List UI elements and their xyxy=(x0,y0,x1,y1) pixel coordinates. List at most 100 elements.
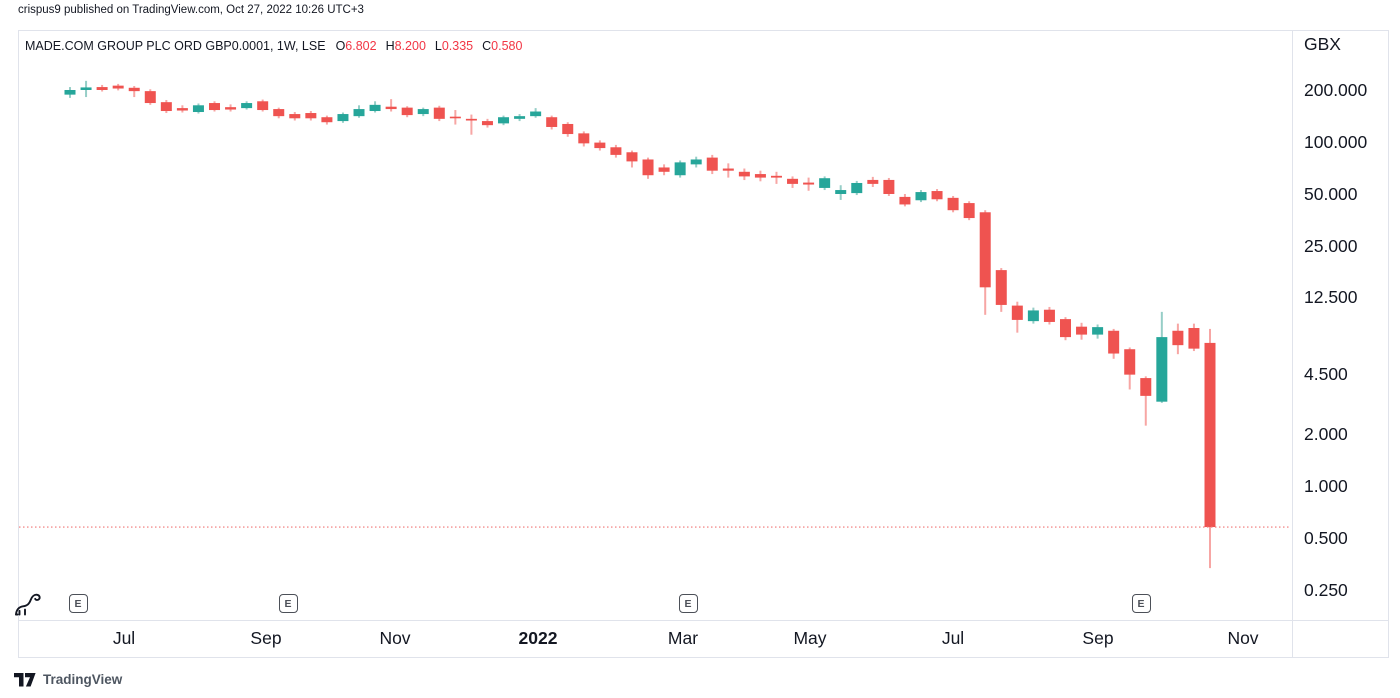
candle-body xyxy=(112,85,124,89)
candle-body xyxy=(1124,349,1136,375)
candle-body xyxy=(674,162,686,176)
time-tick-label: Sep xyxy=(1082,628,1114,648)
time-tick-label: Jul xyxy=(112,628,136,648)
price-tick-label: 12.500 xyxy=(1304,287,1358,308)
candle-body xyxy=(979,212,991,288)
candle-body xyxy=(787,178,799,184)
price-tick-label: 0.250 xyxy=(1304,580,1348,600)
candle-wick xyxy=(390,99,393,112)
time-tick-label: Jul xyxy=(941,628,965,648)
candle-body xyxy=(273,109,285,117)
time-tick-label: Sep xyxy=(250,628,282,648)
candle-body xyxy=(754,174,766,178)
dino-icon xyxy=(15,593,41,616)
time-axis-separator xyxy=(18,620,1389,621)
published-by-line: crispus9 published on TradingView.com, O… xyxy=(18,4,364,16)
candle-body xyxy=(1156,337,1168,402)
price-tick-label: 100.000 xyxy=(1304,131,1368,152)
candle-body xyxy=(1204,342,1216,528)
price-tick-label: 1.000 xyxy=(1304,476,1348,497)
candle-body xyxy=(128,87,140,92)
price-tick-label: 0.500 xyxy=(1304,528,1348,549)
candle-body xyxy=(353,109,365,117)
candle-body xyxy=(770,175,782,178)
candle-wick xyxy=(775,171,778,184)
candle-body xyxy=(385,106,397,110)
candle-body xyxy=(192,105,204,113)
symbol-legend: MADE.COM GROUP PLC ORD GBP0.0001, 1W, LS… xyxy=(25,39,531,53)
candle-body xyxy=(594,142,606,149)
candle-body xyxy=(963,203,975,219)
candle-body xyxy=(1011,305,1023,320)
candle-body xyxy=(995,270,1007,305)
candle-body xyxy=(433,107,445,119)
candle-body xyxy=(80,87,92,90)
candle-body xyxy=(578,133,590,144)
tradingview-logo-icon xyxy=(14,672,36,686)
candle-body xyxy=(1059,319,1071,338)
candle-body xyxy=(1140,378,1152,396)
candle-body xyxy=(225,107,237,110)
candle-body xyxy=(562,123,574,135)
time-tick-label: Nov xyxy=(379,628,411,648)
earnings-badge[interactable]: E xyxy=(278,594,298,613)
candle-body xyxy=(530,111,542,117)
candle-body xyxy=(209,103,221,111)
candle-body xyxy=(514,116,526,119)
ohlc-open: O6.802 xyxy=(335,39,377,53)
earnings-badge[interactable]: E xyxy=(1131,594,1151,613)
candle-body xyxy=(1172,330,1184,346)
candle-body xyxy=(851,182,863,194)
candle-body xyxy=(738,171,750,177)
symbol-title: MADE.COM GROUP PLC ORD GBP0.0001, 1W, LS… xyxy=(25,39,326,53)
candle-body xyxy=(867,179,879,184)
candle-body xyxy=(883,179,895,194)
candle-body xyxy=(658,167,670,172)
candle-wick xyxy=(1144,376,1147,426)
candle-body xyxy=(64,90,76,95)
candle-body xyxy=(915,192,927,201)
time-tick-label: May xyxy=(793,628,827,648)
candle-body xyxy=(1188,328,1200,349)
candle-wick xyxy=(470,114,473,135)
tradingview-attribution[interactable]: TradingView xyxy=(14,672,122,687)
candle-body xyxy=(1027,310,1039,322)
earnings-badge[interactable]: E xyxy=(678,594,698,613)
candle-body xyxy=(1108,330,1120,354)
candle-body xyxy=(321,117,333,123)
candle-body xyxy=(626,152,638,162)
tradingview-brand-text: TradingView xyxy=(43,672,123,687)
candle-body xyxy=(481,121,493,126)
candle-body xyxy=(931,191,943,200)
candle-body xyxy=(449,116,461,119)
candle-body xyxy=(819,178,831,188)
candle-body xyxy=(401,107,413,116)
candle-body xyxy=(465,118,477,121)
price-tick-label: 4.500 xyxy=(1304,363,1348,384)
candle-body xyxy=(1076,326,1088,335)
candle-body xyxy=(722,168,734,171)
price-tick-label: 50.000 xyxy=(1304,183,1358,204)
ohlc-close: C0.580 xyxy=(482,39,523,53)
ohlc-low: L0.335 xyxy=(434,39,474,53)
candle-body xyxy=(160,102,172,112)
candle-body xyxy=(176,108,188,111)
candle-body xyxy=(947,197,959,211)
candle-body xyxy=(96,87,108,90)
earnings-badge[interactable]: E xyxy=(68,594,88,613)
candle-body xyxy=(369,104,381,112)
ohlc-high: H8.200 xyxy=(385,39,426,53)
candle-body xyxy=(706,157,718,171)
candle-wick xyxy=(133,85,136,98)
candle-body xyxy=(690,159,702,165)
price-tick-label: 200.000 xyxy=(1304,80,1368,100)
candle-body xyxy=(642,159,654,176)
candle-body xyxy=(835,190,847,194)
candle-body xyxy=(498,117,510,124)
candle-body xyxy=(610,147,622,155)
price-tick-label: 25.000 xyxy=(1304,235,1358,256)
candle-body xyxy=(803,182,815,185)
time-tick-label: Nov xyxy=(1227,628,1259,648)
